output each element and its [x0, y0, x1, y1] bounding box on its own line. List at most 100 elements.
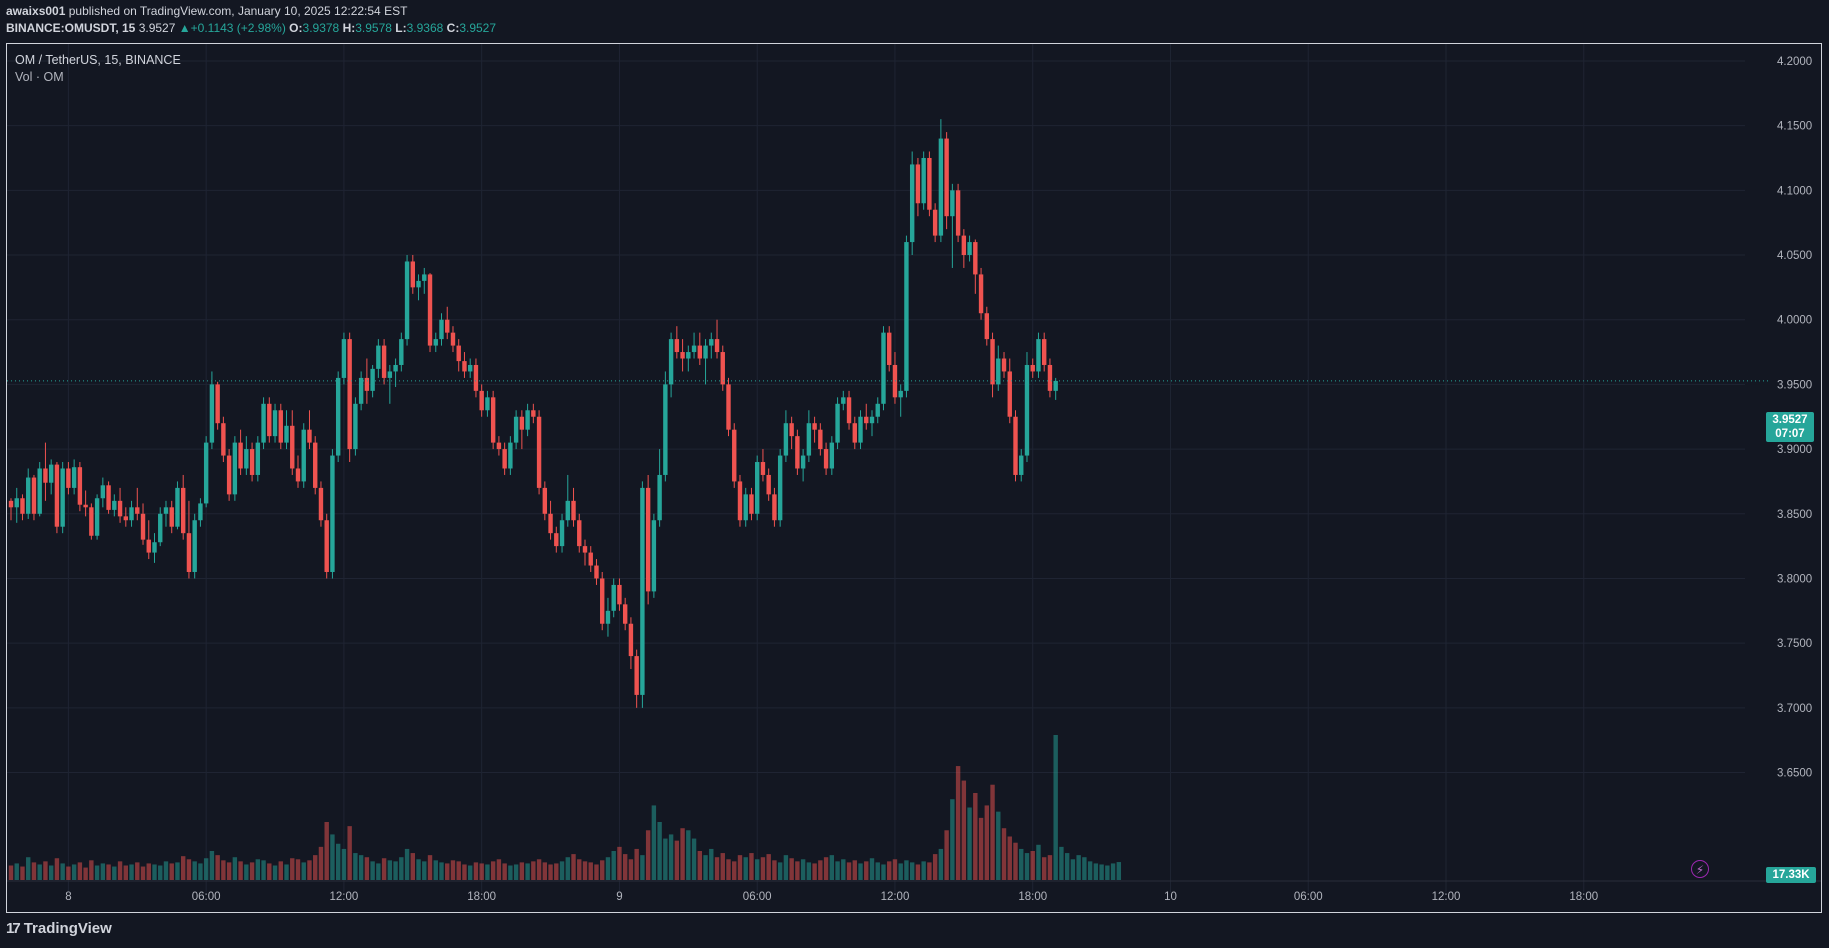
- candle-body: [439, 319, 444, 340]
- candle-body: [295, 468, 301, 482]
- candle-body: [14, 498, 19, 508]
- candle-body: [703, 345, 708, 359]
- volume-bar: [439, 862, 444, 880]
- volume-bar: [697, 851, 702, 880]
- candle-body: [605, 610, 611, 624]
- publisher-username[interactable]: awaixs001: [6, 4, 66, 18]
- candle-body: [651, 520, 657, 592]
- volume-bar: [617, 846, 622, 880]
- volume-bar: [324, 822, 329, 880]
- volume-bar: [582, 861, 588, 880]
- volume-bar: [1076, 855, 1081, 880]
- volume-bar: [427, 855, 433, 880]
- candle-body: [502, 449, 507, 469]
- last-price: 3.9527: [138, 21, 176, 35]
- volume-bar: [858, 863, 863, 880]
- candle-body: [48, 464, 54, 483]
- publish-info: awaixs001 published on TradingView.com, …: [6, 4, 407, 18]
- candle-body: [1024, 364, 1030, 456]
- volume-bar: [1001, 828, 1007, 880]
- volume-bar: [135, 862, 140, 880]
- candle-body: [112, 500, 117, 510]
- publish-text: published on TradingView.com, January 10…: [68, 4, 408, 18]
- volume-bar: [663, 838, 668, 880]
- volume-bar: [864, 861, 869, 880]
- volume-bar: [726, 859, 731, 880]
- volume-bar: [290, 858, 295, 880]
- volume-bar: [921, 861, 926, 880]
- candle-body: [921, 157, 926, 204]
- candle-body: [226, 455, 232, 495]
- candle-body: [709, 339, 714, 346]
- candle-body: [496, 442, 502, 450]
- volume-bar: [559, 861, 565, 880]
- volume-bar: [513, 864, 519, 880]
- candle-body: [554, 533, 559, 547]
- volume-bar: [502, 863, 507, 880]
- candle-body: [915, 164, 921, 204]
- candle-body: [1013, 416, 1018, 475]
- candle-body: [634, 656, 639, 695]
- volume-bar: [117, 861, 123, 880]
- candle-body: [473, 364, 479, 391]
- candle-body: [416, 280, 421, 288]
- volume-bar: [984, 805, 989, 880]
- chart-legend-title[interactable]: OM / TetherUS, 15, BINANCE: [15, 53, 181, 67]
- volume-bar: [60, 863, 65, 880]
- volume-bar: [1059, 846, 1064, 880]
- volume-bar: [399, 857, 404, 880]
- candle-body: [1001, 358, 1007, 372]
- y-tick-label: 4.0500: [1777, 250, 1812, 262]
- volume-bar: [381, 858, 387, 880]
- y-tick-label: 4.0000: [1777, 315, 1812, 327]
- candle-body: [399, 339, 404, 365]
- chart-pane[interactable]: 4.2000 4.1500 4.1000 4.0500 4.0000 3.9500 3.90…: [6, 43, 1822, 913]
- candle-body: [347, 339, 352, 450]
- volume-bar: [152, 864, 157, 880]
- volume-bar: [479, 863, 484, 880]
- volume-bar: [221, 860, 226, 880]
- volume-bar: [577, 859, 582, 880]
- lightning-icon[interactable]: ⚡: [1691, 860, 1709, 878]
- volume-bar: [8, 865, 14, 880]
- volume-bar: [1105, 865, 1110, 880]
- volume-bar: [777, 862, 783, 880]
- candle-body: [789, 423, 794, 437]
- volume-bar: [456, 861, 461, 880]
- candle-body: [330, 455, 335, 572]
- volume-bar: [680, 828, 685, 880]
- volume-bar: [54, 858, 60, 880]
- volume-bar: [846, 862, 852, 880]
- candle-body: [571, 500, 576, 521]
- open-label: O:: [289, 21, 303, 35]
- volume-bar: [531, 861, 536, 880]
- candle-body: [1019, 455, 1024, 475]
- volume-bar: [186, 859, 192, 880]
- volume-bar: [852, 860, 857, 880]
- candlestick-chart[interactable]: 4.2000 4.1500 4.1000 4.0500 4.0000 3.9500 3.90…: [7, 44, 1821, 912]
- volume-bar: [588, 862, 593, 880]
- volume-bar: [1070, 859, 1076, 880]
- candle-body: [54, 464, 60, 527]
- volume-legend[interactable]: Vol · OM: [15, 70, 64, 84]
- candle-body: [450, 332, 456, 346]
- volume-bar: [961, 780, 967, 880]
- y-tick-label: 4.1000: [1777, 185, 1812, 197]
- candle-body: [531, 410, 536, 417]
- change-arrow-icon: ▲: [178, 21, 191, 35]
- volume-bar: [496, 859, 502, 880]
- volume-bar: [433, 860, 438, 880]
- low-value: 3.9368: [406, 21, 444, 35]
- candle-body: [577, 520, 582, 547]
- x-tick-label: 18:00: [1018, 891, 1047, 903]
- candle-body: [978, 274, 984, 314]
- candle-body: [582, 546, 588, 553]
- candle-body: [841, 397, 846, 404]
- tradingview-footer[interactable]: 17 TradingView: [6, 920, 112, 937]
- volume-bar: [313, 855, 318, 880]
- candle-body: [152, 542, 157, 553]
- volume-bar: [94, 865, 100, 880]
- volume-bar: [249, 862, 255, 880]
- candle-body: [192, 520, 197, 572]
- candle-body: [818, 429, 823, 450]
